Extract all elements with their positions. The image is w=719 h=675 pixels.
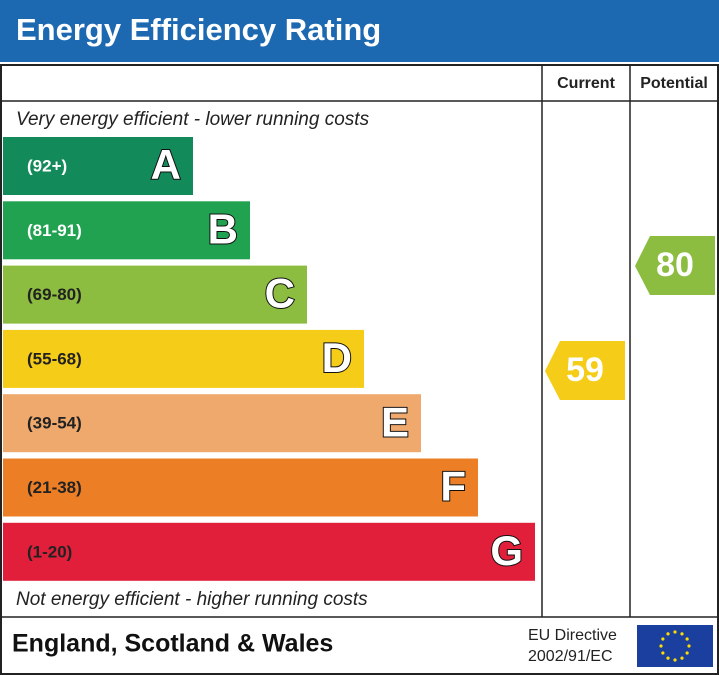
flag-star [685,637,689,641]
flag-star [661,637,665,641]
band [3,137,193,195]
band-range: (1-20) [27,542,72,561]
flag-star [659,644,663,648]
band-range: (39-54) [27,414,82,433]
band [3,201,250,260]
bottom-note: Not energy efficient - higher running co… [16,589,368,610]
frame [0,64,719,675]
flag-star [680,632,684,636]
band-letter: D [322,334,352,381]
band-letter: C [265,270,295,317]
flag-star [687,644,691,648]
directive: 2002/91/EC [528,648,613,665]
flag-star [685,651,689,655]
region: England, Scotland & Wales [12,630,333,658]
title: Energy Efficiency Rating [16,12,381,47]
flag-star [673,658,677,662]
top-note: Very energy efficient - lower running co… [16,109,370,130]
band-letter: B [208,205,238,252]
band-letter: E [381,398,409,445]
title-bar [0,0,719,62]
potential-value: 80 [656,246,694,284]
band [3,458,478,517]
directive: EU Directive [528,627,617,644]
band-range: (55-68) [27,349,82,368]
band [3,522,535,581]
column-header: Potential [640,75,708,92]
band-range: (21-38) [27,478,82,497]
band-letter: F [440,463,466,510]
flag-star [680,656,684,660]
band-letter: G [490,527,523,574]
band-letter: A [151,141,181,188]
band-range: (81-91) [27,221,82,240]
current-arrow [545,341,625,400]
band [3,265,307,324]
flag-star [661,651,665,655]
band [3,329,364,388]
band-range: (69-80) [27,285,82,304]
flag-star [666,632,670,636]
flag-star [673,630,677,634]
column-header: Current [557,75,615,92]
band-range: (92+) [27,156,67,175]
potential-arrow [635,236,715,295]
band [3,394,421,453]
flag-star [666,656,670,660]
current-value: 59 [566,351,604,389]
